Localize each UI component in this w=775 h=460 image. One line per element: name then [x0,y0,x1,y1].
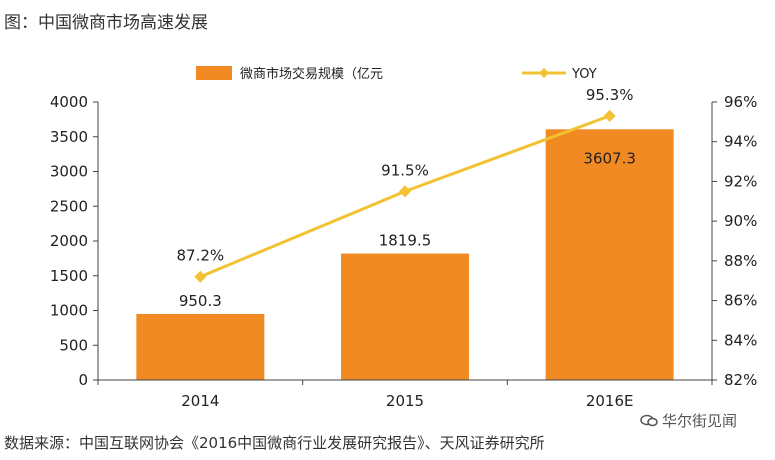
right-tick-label: 88% [724,252,757,270]
x-tick-label: 2015 [386,392,424,410]
left-tick-label: 0 [78,371,88,389]
x-tick-label: 2014 [181,392,219,410]
legend-label-bar: 微商市场交易规模（亿元 [240,66,383,82]
right-tick-label: 82% [724,371,757,389]
x-tick-label: 2016E [586,392,634,410]
bar-value-label: 950.3 [179,292,222,310]
left-tick-label: 3000 [50,163,88,181]
yoy-point [399,185,411,198]
bar-value-label: 3607.3 [583,149,636,167]
yoy-value-label: 95.3% [586,86,634,104]
legend-swatch-marker [539,68,549,78]
bar [545,129,674,380]
yoy-value-label: 91.5% [381,161,429,179]
left-tick-label: 1000 [50,302,88,320]
source-note: 数据来源：中国互联网协会《2016中国微商行业发展研究报告》、天风证券研究所 [4,434,545,452]
left-tick-label: 4000 [50,93,88,111]
left-tick-label: 500 [59,336,88,354]
legend-label-line: YOY [571,67,597,82]
left-axis-ticks: 0 500 1000 1500 2000 2500 3000 3500 4000 [50,93,98,389]
legend: 微商市场交易规模（亿元 YOY [196,66,597,82]
left-tick-label: 1500 [50,267,88,285]
left-tick-label: 2500 [50,197,88,215]
bar-series [136,129,674,380]
speech-bubble-icon [640,414,658,428]
figure-title: 图：中国微商市场高速发展 [4,13,208,33]
right-tick-label: 96% [724,93,757,111]
yoy-value-label: 87.2% [177,247,225,265]
left-tick-label: 3500 [50,128,88,146]
right-tick-label: 92% [724,172,757,190]
watermark: 华尔街见闻 [640,410,737,431]
bar-value-label: 1819.5 [379,232,432,250]
right-tick-label: 94% [724,133,757,151]
right-tick-label: 90% [724,212,757,230]
line-series [194,109,616,283]
bar [341,253,469,380]
right-tick-label: 84% [724,331,757,349]
data-labels: 950.3 1819.5 3607.3 87.2% 91.5% 95.3% [177,86,636,310]
right-tick-label: 86% [724,292,757,310]
legend-swatch-bar [196,66,232,80]
bar [136,313,265,380]
yoy-point [603,109,616,122]
yoy-point [194,270,207,283]
watermark-text: 华尔街见闻 [662,412,738,430]
right-axis-ticks: 82% 84% 86% 88% 90% 92% 94% 96% [712,93,757,389]
left-tick-label: 2000 [50,232,88,250]
x-axis: 2014 2015 2016E [97,102,713,410]
